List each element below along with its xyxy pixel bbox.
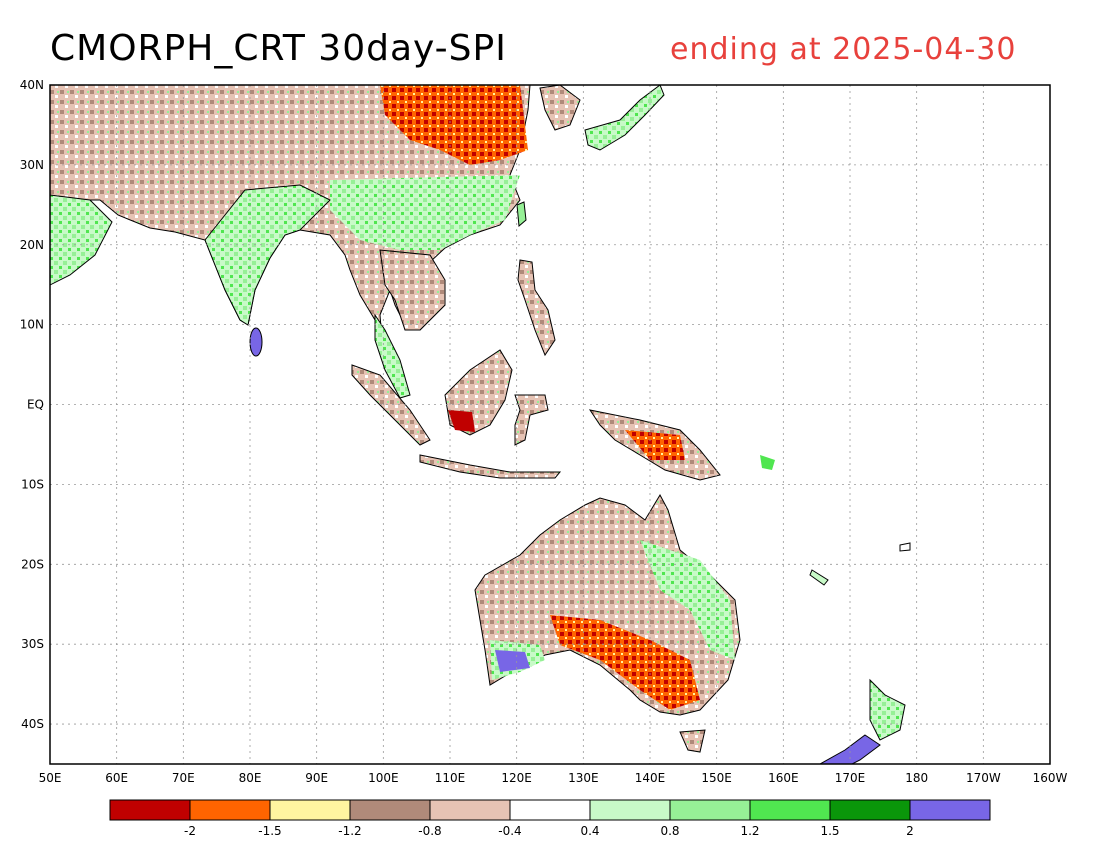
lat-label: 10N — [20, 318, 44, 332]
legend-label: -0.8 — [418, 824, 441, 838]
philippines — [517, 259, 556, 357]
legend-label: 1.5 — [820, 824, 839, 838]
legend-swatch — [509, 799, 591, 821]
japan-landmass — [584, 85, 665, 151]
lon-label: 170W — [966, 771, 1001, 785]
lon-label: 160E — [768, 771, 799, 785]
lon-label: 170E — [835, 771, 866, 785]
lat-label: 40S — [21, 717, 44, 731]
lon-label: 50E — [39, 771, 62, 785]
fiji — [899, 542, 911, 552]
indochina-landmass — [379, 249, 446, 331]
legend-swatch — [589, 799, 671, 821]
legend-label: 1.2 — [740, 824, 759, 838]
arabia-landmass — [50, 194, 113, 286]
new-guinea-dry-area — [625, 430, 685, 460]
legend-swatch — [909, 799, 991, 821]
latitude-labels: 40N 30N 20N 10N EQ 10S 20S 30S 40S — [20, 78, 44, 731]
map-subtitle: ending at 2025-04-30 — [670, 32, 1017, 67]
map-frame — [49, 84, 1051, 765]
new-zealand-north-island — [869, 678, 906, 741]
lat-label: 40N — [20, 78, 44, 92]
borneo-dry-spot — [448, 410, 475, 432]
legend-label: -0.4 — [498, 824, 521, 838]
legend-label: -1.2 — [338, 824, 361, 838]
lon-label: 80E — [239, 771, 262, 785]
taiwan — [516, 201, 527, 228]
legend-label: -2 — [184, 824, 196, 838]
lon-label: 180 — [905, 771, 928, 785]
color-legend: -2 -1.5 -1.2 -0.8 -0.4 0.4 0.8 1.2 1.5 2 — [109, 799, 991, 838]
java-chain — [419, 454, 562, 479]
lon-label: 70E — [172, 771, 195, 785]
lon-label: 140E — [635, 771, 666, 785]
legend-swatch — [109, 799, 191, 821]
lat-label: EQ — [27, 398, 44, 412]
lon-label: 60E — [105, 771, 128, 785]
lat-label: 20N — [20, 238, 44, 252]
south-china-wet-area — [330, 175, 520, 250]
legend-swatch — [269, 799, 351, 821]
lon-label: 110E — [435, 771, 466, 785]
legend-swatch — [749, 799, 831, 821]
legend-label: -1.5 — [258, 824, 281, 838]
north-china-dry-area — [380, 85, 528, 165]
india-landmass — [204, 184, 331, 326]
solomon-islands — [760, 455, 775, 470]
legend-label: 2 — [906, 824, 914, 838]
new-zealand-south-island — [818, 734, 881, 764]
legend-swatch — [349, 799, 431, 821]
tasmania — [679, 729, 706, 753]
southwest-australia-very-wet — [495, 650, 530, 672]
sumatra — [351, 364, 431, 446]
lat-label: 30N — [20, 158, 44, 172]
lon-label: 90E — [305, 771, 328, 785]
lon-label: 100E — [368, 771, 399, 785]
east-australia-wet — [640, 540, 735, 660]
malay-peninsula — [374, 313, 411, 399]
longitude-labels: 50E 60E 70E 80E 90E 100E 110E 120E 130E 140E 150E 1… — [39, 771, 1068, 785]
legend-swatch — [829, 799, 911, 821]
lat-label: 30S — [21, 637, 44, 651]
sulawesi — [514, 394, 549, 446]
graticule — [50, 85, 1050, 764]
map-title: CMORPH_CRT 30day-SPI — [50, 28, 507, 69]
land-layer — [50, 85, 911, 764]
lon-label: 120E — [501, 771, 532, 785]
lon-label: 150E — [701, 771, 732, 785]
sri-lanka — [249, 327, 263, 357]
new-caledonia — [809, 569, 829, 586]
lon-label: 160W — [1033, 771, 1068, 785]
legend-label: 0.4 — [580, 824, 599, 838]
lat-label: 20S — [21, 557, 44, 571]
korea-landmass — [539, 85, 581, 131]
legend-label: 0.8 — [660, 824, 679, 838]
lat-label: 10S — [21, 477, 44, 491]
legend-swatch — [669, 799, 751, 821]
legend-swatch — [189, 799, 271, 821]
lon-label: 130E — [568, 771, 599, 785]
australia-dry-band — [550, 615, 700, 710]
legend-swatch — [429, 799, 511, 821]
